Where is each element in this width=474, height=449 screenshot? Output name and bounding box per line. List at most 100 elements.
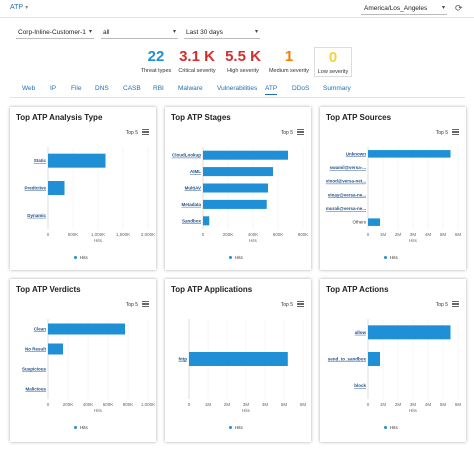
category-label[interactable]: send_to_sandbox (328, 357, 367, 362)
category-label[interactable]: AIML (190, 169, 201, 174)
category-label[interactable]: Metadata (181, 202, 201, 207)
stat-high: 5.5 K High severity (222, 48, 264, 74)
bar[interactable] (189, 352, 288, 366)
refresh-icon[interactable]: ⟳ (455, 3, 463, 13)
top5-label[interactable]: Top 5 (125, 130, 138, 136)
tab-vulnerabilities[interactable]: Vulnerabilities (217, 85, 258, 92)
tab-web[interactable]: Web (22, 85, 36, 92)
category-label[interactable]: http (179, 357, 188, 362)
category-label[interactable]: Static (34, 158, 47, 163)
breadcrumb-label[interactable]: ATP (10, 4, 24, 11)
x-axis-title: Hits (242, 408, 250, 413)
category-label[interactable]: allow (355, 330, 367, 335)
x-tick-label: 6M (455, 402, 462, 407)
bar[interactable] (368, 352, 380, 366)
bar[interactable] (203, 216, 210, 226)
category-label[interactable]: Sandbox (182, 218, 201, 223)
card-sources: Top ATP Sources Top 5 0 1M 2M 3M 4M 5M 6M Hits U… (320, 107, 466, 270)
legend-label: Hits (235, 425, 243, 430)
tab-ddos[interactable]: DDoS (292, 85, 310, 92)
stat-threat-types: 22 Threat types (139, 48, 173, 74)
legend-dot-icon (229, 256, 232, 260)
top5-label[interactable]: Top 5 (280, 130, 293, 136)
tab-atp[interactable]: ATP (265, 84, 278, 95)
chart-applications: 0 1M 2M 3M 4M 5M 6M Hits http (179, 319, 306, 413)
tab-summary[interactable]: Summary (323, 85, 351, 92)
top5-label[interactable]: Top 5 (435, 130, 448, 136)
bar[interactable] (203, 183, 268, 193)
category-label[interactable]: murali@versa-ne... (326, 206, 366, 211)
x-tick-label: 1M (380, 232, 387, 237)
category-label[interactable]: vinod@versa-net... (326, 179, 366, 184)
bar[interactable] (48, 181, 65, 195)
bar[interactable] (48, 323, 125, 335)
category-label[interactable]: Malicious (25, 387, 46, 392)
top5-label[interactable]: Top 5 (435, 302, 448, 308)
bar[interactable] (368, 325, 451, 340)
timezone-select[interactable]: America/Los_Angeles ▾ (361, 3, 447, 15)
category-label[interactable]: MultiAV (185, 186, 201, 191)
menu-icon[interactable] (452, 129, 459, 135)
legend-dot-icon (384, 426, 387, 430)
top5-label[interactable]: Top 5 (125, 302, 138, 308)
tab-ip[interactable]: IP (50, 85, 57, 92)
stat-label: Medium severity (268, 68, 310, 74)
category-label[interactable]: Others (352, 220, 366, 225)
card-actions: Top ATP Actions Top 5 0 1M 2M 3M 4M 5M 6M Hits a… (320, 279, 466, 442)
category-label[interactable]: swamil@versa-... (330, 165, 366, 170)
bar[interactable] (203, 150, 288, 160)
tab-dns[interactable]: DNS (95, 85, 109, 92)
stat-critical: 3.1 K Critical severity (176, 48, 218, 74)
category-label[interactable]: Predictive (24, 186, 46, 191)
bar[interactable] (48, 153, 106, 168)
tab-casb[interactable]: CASB (123, 85, 141, 92)
menu-icon[interactable] (142, 129, 149, 135)
stat-label: Low severity (317, 69, 349, 75)
range-select[interactable]: Last 30 days ▾ (184, 27, 260, 39)
tab-file[interactable]: File (71, 85, 82, 92)
x-tick-label: 5M (440, 232, 447, 237)
category-label[interactable]: Dynamic (27, 213, 46, 218)
category-label[interactable]: No Result (25, 347, 47, 352)
stat-value: 1 (284, 48, 294, 65)
tab-rbi[interactable]: RBI (153, 85, 164, 92)
tab-malware[interactable]: Malware (178, 85, 203, 92)
bar[interactable] (203, 199, 267, 209)
menu-icon[interactable] (297, 129, 304, 135)
category-label[interactable]: Clean (34, 327, 47, 332)
bar[interactable] (203, 167, 273, 177)
x-tick-label: 1M (205, 402, 212, 407)
x-tick-label: 0 (202, 232, 205, 237)
top5-label[interactable]: Top 5 (280, 302, 293, 308)
menu-icon[interactable] (142, 301, 149, 307)
chart-legend: Hits (229, 255, 243, 260)
category-label[interactable]: block (354, 383, 366, 388)
breadcrumb[interactable]: ATP ▾ (10, 4, 28, 11)
x-tick-label: 4M (425, 402, 432, 407)
category-label[interactable]: vinay@versa-ne... (328, 192, 366, 197)
category-label[interactable]: Suspicious (22, 367, 47, 372)
scope-select[interactable]: all ▾ (101, 27, 178, 39)
tenant-value: Corp-Inline-Customer-1 (18, 29, 86, 36)
card-title: Top ATP Analysis Type (16, 113, 103, 122)
menu-icon[interactable] (452, 301, 459, 307)
category-label[interactable]: CloudLookup (172, 153, 201, 158)
legend-label: Hits (390, 255, 398, 260)
x-tick-label: 0 (367, 232, 370, 237)
card-verdicts: Top ATP Verdicts Top 5 0 200K 400K 600K 800K… (10, 279, 156, 442)
x-tick-label: 4M (262, 402, 269, 407)
stat-value: 5.5 K (225, 48, 261, 65)
stat-value: 22 (147, 48, 165, 65)
legend-label: Hits (235, 255, 243, 260)
menu-icon[interactable] (297, 301, 304, 307)
bar[interactable] (368, 218, 380, 226)
x-tick-label: 2M (395, 402, 402, 407)
chevron-down-icon[interactable]: ▾ (25, 5, 29, 11)
tenant-select[interactable]: Corp-Inline-Customer-1 ▾ (16, 27, 94, 39)
category-label[interactable]: Unknown (346, 151, 366, 156)
bar[interactable] (368, 150, 451, 158)
card-title: Top ATP Verdicts (16, 285, 81, 294)
bar[interactable] (48, 343, 63, 355)
chart-legend: Hits (229, 425, 243, 430)
x-tick-label: 600K (103, 402, 114, 407)
